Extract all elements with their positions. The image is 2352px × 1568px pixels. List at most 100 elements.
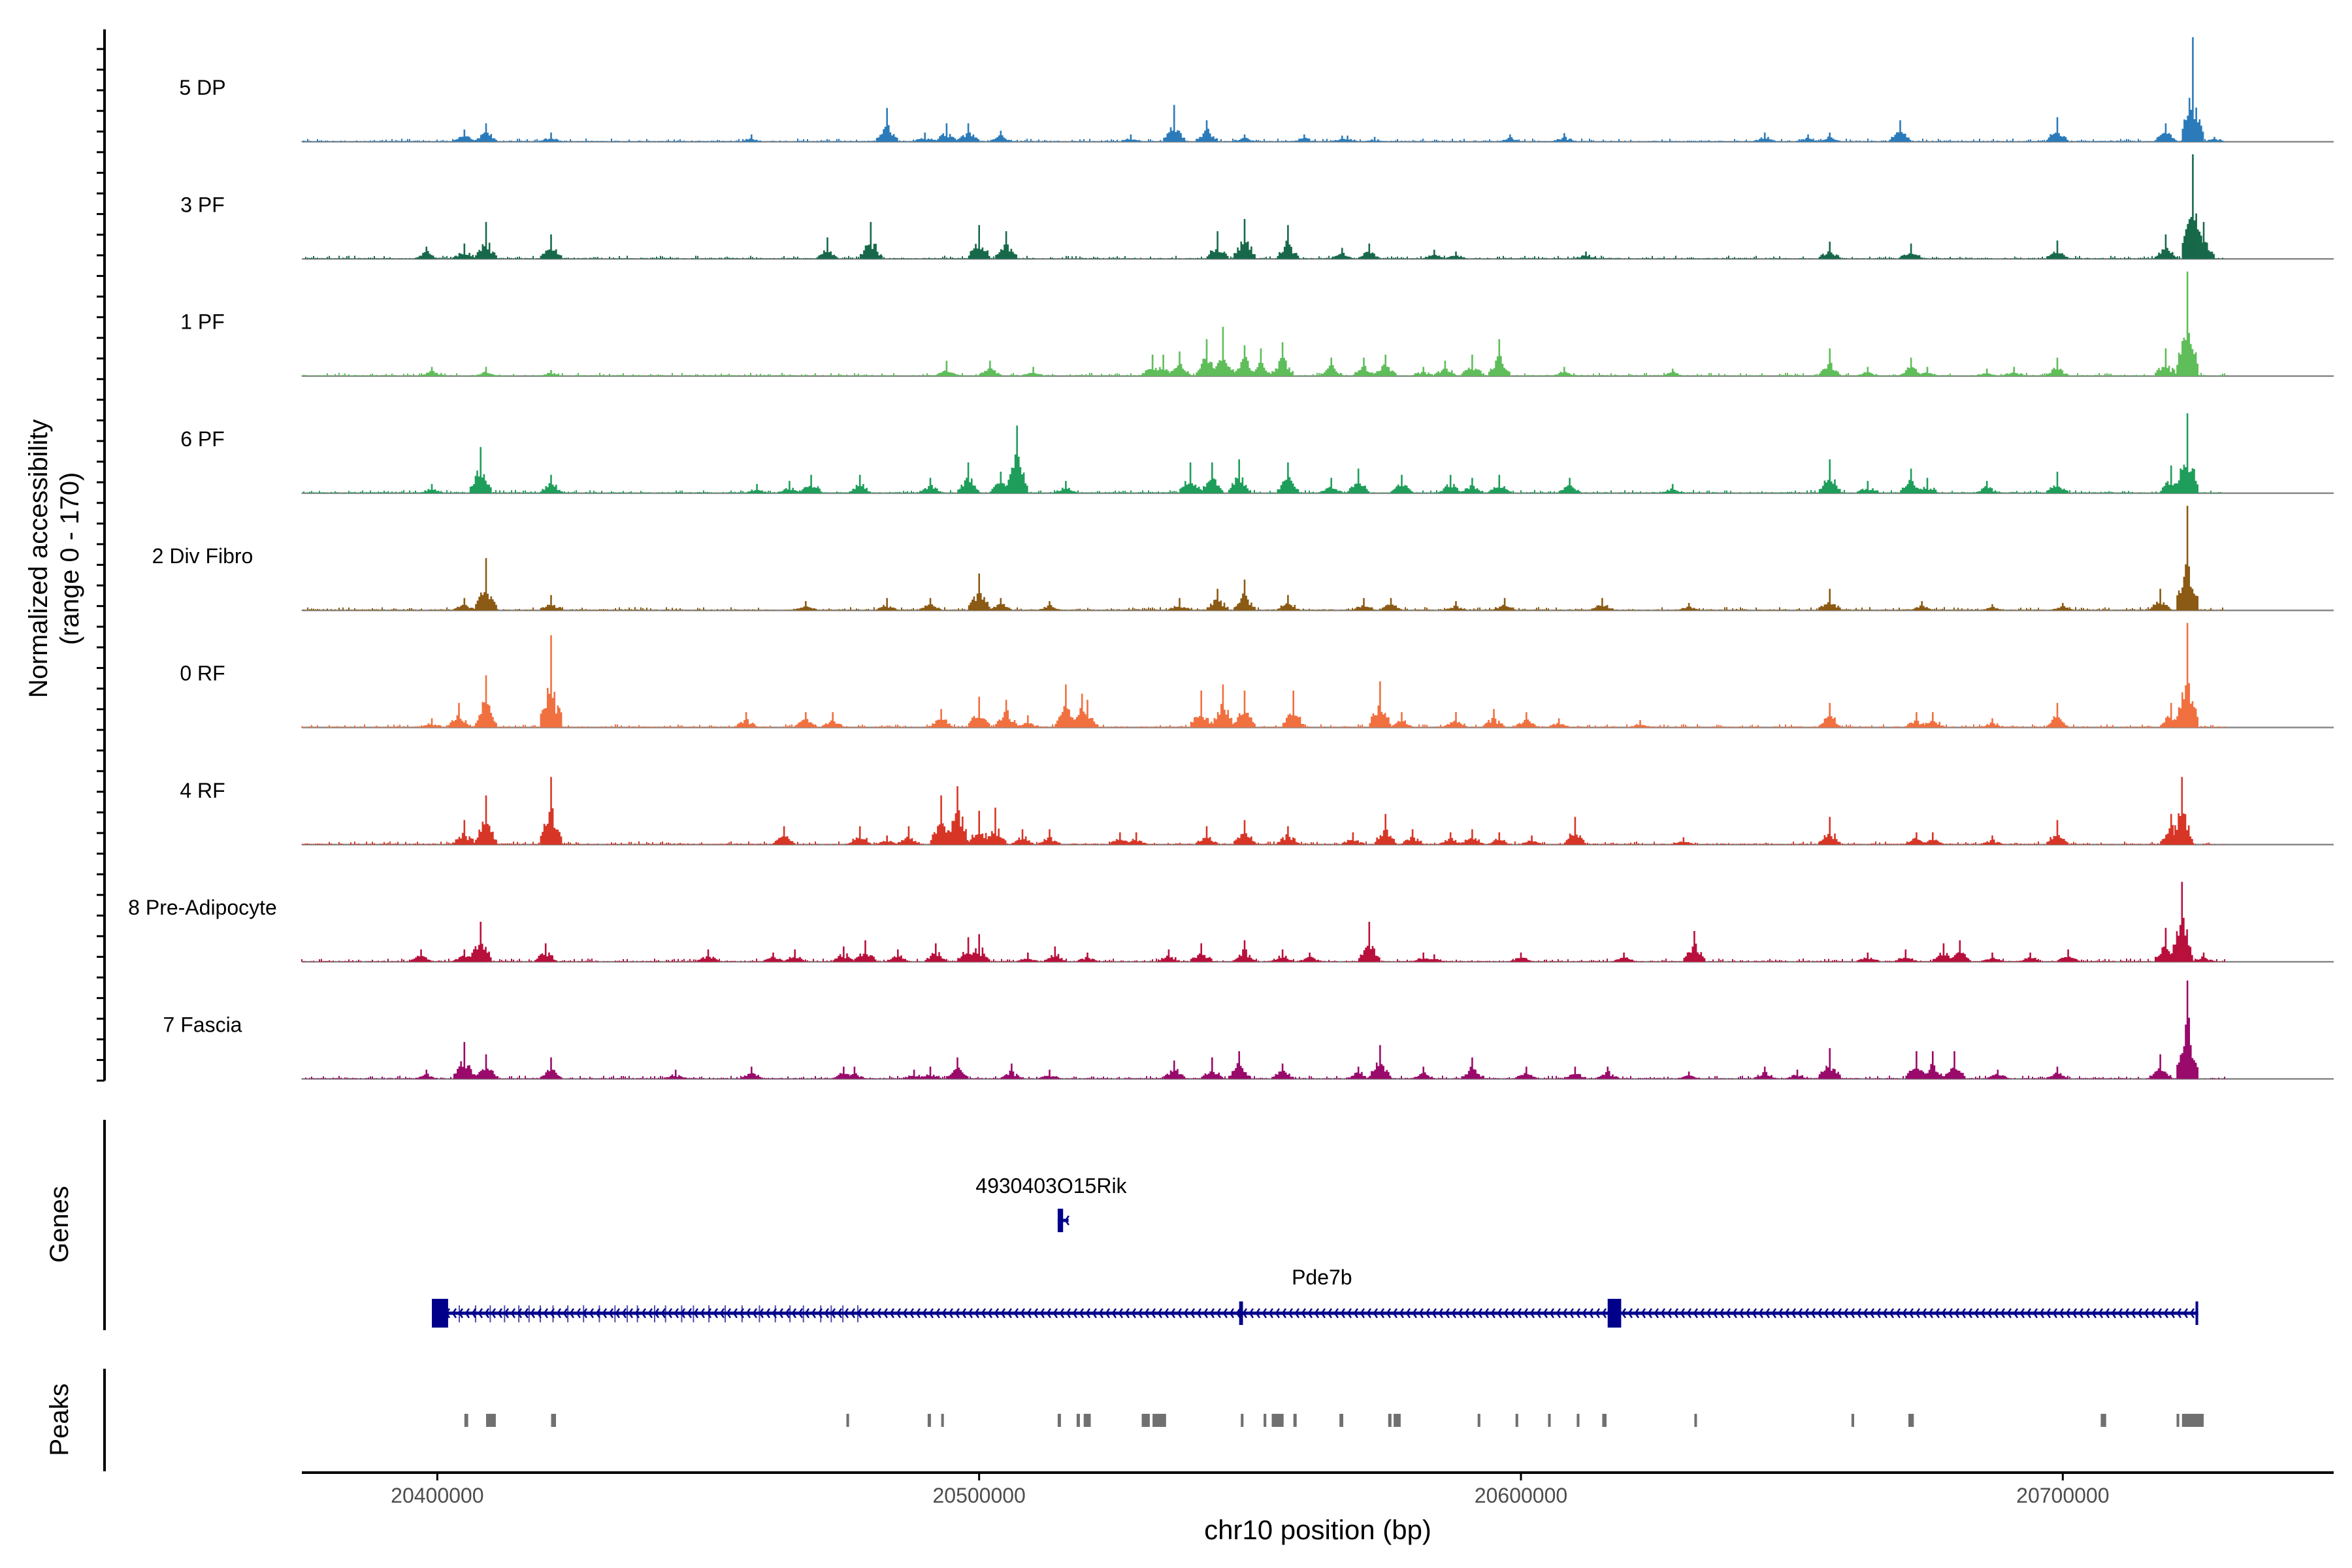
coverage-peak — [1293, 134, 1316, 142]
coverage-peak — [849, 474, 872, 493]
coverage-peak — [1158, 949, 1180, 962]
coverage-peak — [2176, 980, 2198, 1079]
coverage-peak — [542, 370, 561, 376]
coverage-peak — [1818, 348, 1841, 376]
gene-label: Pde7b — [1292, 1266, 1352, 1289]
coverage-peak — [745, 483, 768, 493]
coverage-peak — [410, 949, 433, 962]
coverage-peak — [1320, 478, 1343, 493]
peak-region — [1388, 1414, 1392, 1427]
coverage-peak — [1679, 602, 1699, 611]
coverage-peak — [1856, 481, 1879, 493]
coverage-peak — [1672, 837, 1695, 845]
coverage-peak — [1515, 1066, 1538, 1079]
coverage-peak — [2193, 953, 2215, 962]
coverage-peak — [1038, 1070, 1061, 1079]
coverage-peak — [2057, 949, 2080, 962]
coverage-peak — [1038, 601, 1061, 611]
coverage-peak — [1233, 134, 1256, 142]
coverage-peak — [778, 481, 801, 493]
peak-region — [1083, 1414, 1091, 1427]
peak-region — [941, 1414, 944, 1427]
coverage-peak — [946, 1057, 969, 1079]
coverage-peak — [1461, 829, 1484, 845]
track-0-rf: 0 RF — [180, 623, 2334, 728]
coverage-peak — [1233, 580, 1256, 611]
coverage-peak — [1282, 691, 1305, 728]
track-label: 6 PF — [180, 427, 225, 451]
peak-region — [1271, 1414, 1284, 1427]
coverage-peak — [2046, 117, 2068, 142]
coverage-peak — [1271, 342, 1294, 376]
coverage-peak — [1022, 367, 1045, 376]
coverage-peak — [475, 1054, 497, 1079]
gene-label: 4930403O15Rik — [975, 1174, 1127, 1198]
coverage-peak — [1921, 832, 1944, 845]
peak-region — [486, 1414, 496, 1427]
coverage-peak — [1277, 462, 1299, 493]
gene-exon — [1239, 1301, 1243, 1325]
coverage-peak — [740, 1066, 763, 1079]
coverage-peak — [1900, 468, 1922, 493]
coverage-peak — [453, 1041, 476, 1079]
coverage-peak — [1320, 357, 1343, 376]
peak-region — [1515, 1414, 1518, 1427]
coverage-peak — [1352, 357, 1375, 376]
coverage-peak — [2155, 234, 2177, 259]
peak-region — [1477, 1414, 1480, 1427]
coverage-peak — [1190, 943, 1213, 962]
coverage-peak — [1206, 589, 1229, 611]
coverage-peak — [1488, 474, 1511, 493]
coverage-peak — [2046, 1066, 2068, 1079]
coverage-peak — [1921, 712, 1944, 728]
track-5-dp: 5 DP — [179, 37, 2334, 143]
coverage-peak — [475, 558, 497, 611]
coverage-peak — [1423, 954, 1446, 962]
coverage-peak — [1152, 354, 1175, 376]
gene-exon — [432, 1299, 448, 1328]
coverage-peak — [1494, 598, 1516, 611]
peak-region — [551, 1414, 556, 1427]
coverage-peak — [540, 132, 563, 142]
coverage-peak — [2046, 702, 2068, 728]
coverage-peak — [832, 946, 855, 962]
track-3-pf: 3 PF — [180, 154, 2334, 260]
coverage-peak — [1054, 684, 1077, 728]
coverage-peak — [2051, 602, 2074, 611]
coverage-peak — [1445, 712, 1467, 728]
coverage-peak — [1109, 832, 1132, 845]
peaks-axis-label: Peaks — [45, 1383, 74, 1456]
coverage-y-axis — [97, 29, 106, 1082]
coverage-peak — [1856, 953, 1879, 962]
coverage-peak — [1196, 826, 1218, 845]
coverage-peak — [421, 483, 443, 493]
genes-axis-label: Genes — [45, 1186, 74, 1263]
coverage-peak — [1390, 474, 1413, 493]
coverage-peak — [1678, 1071, 1700, 1079]
coverage-peak — [1298, 953, 1321, 962]
coverage-peak — [1358, 243, 1380, 259]
coverage-peak — [1499, 134, 1522, 142]
coverage-peak — [1981, 835, 2004, 845]
coverage-tracks: 5 DP 3 PF 1 PF 6 PF 2 Div Fibro 0 RF 4 RF 8 Pre… — [128, 37, 2334, 1080]
coverage-peak — [859, 221, 882, 259]
coverage-peak — [540, 1057, 563, 1079]
coverage-peak — [664, 1070, 687, 1079]
coverage-peak — [1553, 367, 1576, 376]
coverage-peak — [1233, 219, 1256, 259]
coverage-peak — [1916, 478, 1938, 493]
coverage-peak — [1818, 589, 1841, 611]
coverage-peak — [995, 231, 1017, 259]
coverage-peak — [1818, 1048, 1841, 1079]
coverage-peak — [415, 246, 438, 259]
coverage-peak — [1201, 1057, 1224, 1079]
peak-region — [1076, 1414, 1080, 1427]
track-label: 3 PF — [180, 193, 225, 216]
coverage-peak — [1212, 684, 1234, 728]
coverage-peak — [930, 709, 953, 728]
coverage-peak — [1011, 829, 1034, 845]
x-tick-label: 20400000 — [391, 1484, 483, 1507]
coverage-peak — [936, 361, 958, 376]
coverage-peak — [2176, 623, 2198, 728]
